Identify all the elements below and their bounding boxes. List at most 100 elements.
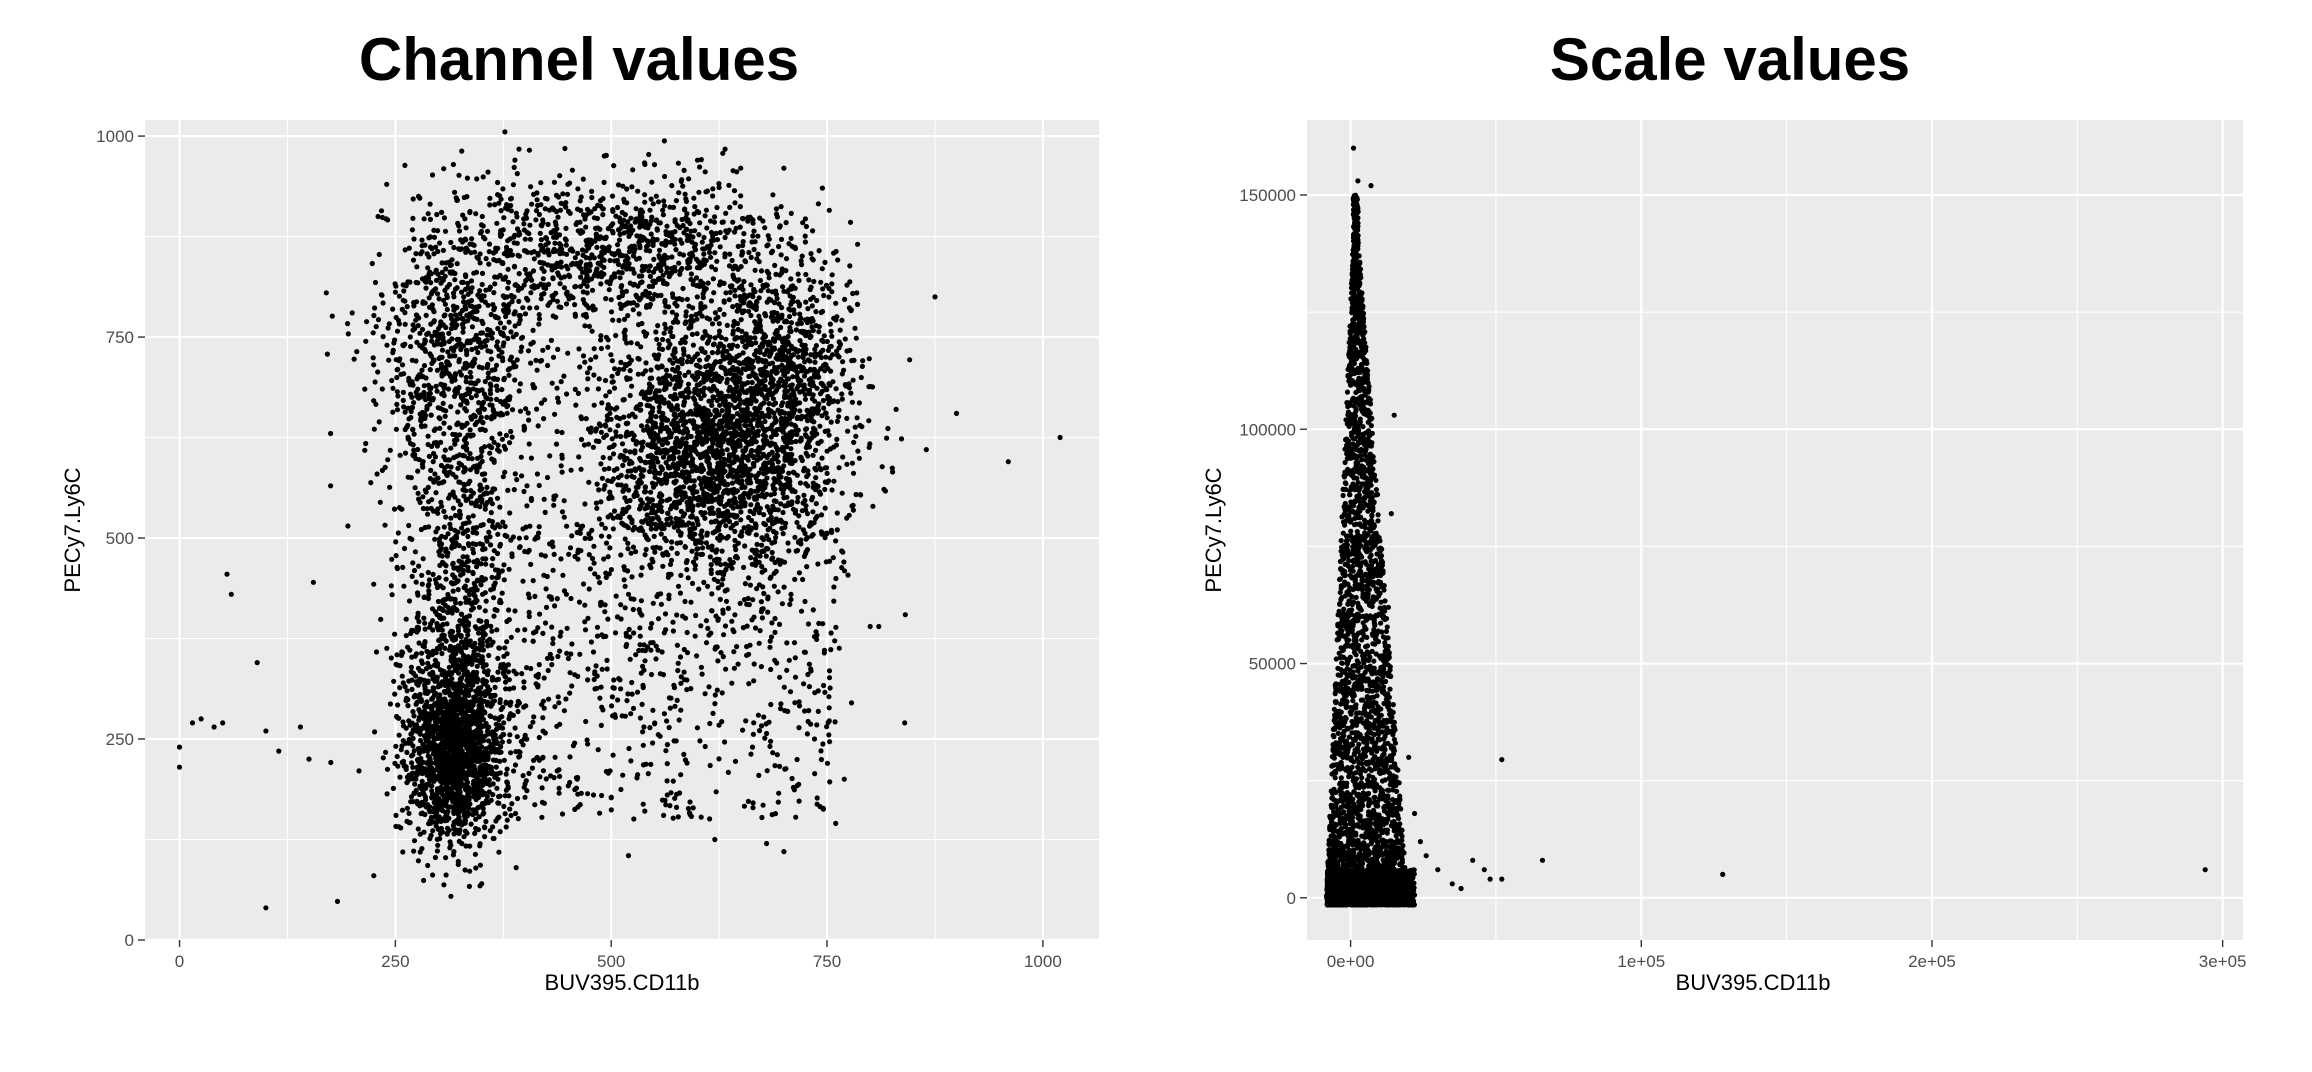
data-point [692, 204, 698, 210]
data-point [522, 236, 528, 242]
data-point [616, 269, 622, 275]
data-point [448, 630, 455, 636]
data-point [638, 210, 645, 216]
data-point [424, 648, 430, 654]
data-point [553, 314, 559, 320]
data-point [476, 630, 482, 636]
data-point [376, 251, 382, 258]
data-point [472, 421, 478, 428]
data-point [705, 280, 711, 286]
data-point [560, 250, 566, 256]
data-point [479, 640, 485, 646]
grid [145, 120, 1099, 942]
data-point [456, 543, 462, 549]
data-point [444, 825, 451, 831]
data-point [629, 519, 635, 526]
data-point [762, 225, 768, 231]
data-point [465, 527, 471, 533]
data-point [696, 189, 702, 195]
data-point [554, 385, 560, 391]
data-point [676, 190, 682, 196]
data-point [456, 479, 462, 485]
data-point [448, 893, 454, 899]
data-point [675, 160, 682, 166]
data-point [423, 785, 429, 791]
data-point [478, 790, 484, 797]
data-point [399, 362, 406, 368]
data-point [636, 311, 642, 317]
data-point [548, 337, 555, 343]
data-point [672, 241, 678, 247]
data-point [778, 204, 784, 210]
data-point [465, 318, 471, 324]
data-point [475, 559, 481, 565]
data-point [465, 622, 471, 628]
data-point [425, 569, 431, 576]
data-point [384, 766, 391, 772]
data-point [473, 825, 479, 832]
data-point [414, 681, 420, 687]
data-point [477, 843, 483, 849]
data-point [661, 138, 668, 144]
data-point [413, 579, 419, 585]
data-point [425, 733, 431, 739]
data-point [624, 200, 630, 206]
data-point [430, 571, 436, 578]
data-point [545, 362, 551, 369]
data-point [457, 749, 464, 755]
data-point [651, 256, 657, 262]
data-point [783, 256, 790, 262]
data-point [695, 282, 701, 288]
data-point [422, 337, 428, 343]
data-point [427, 269, 433, 275]
data-point [469, 236, 475, 242]
data-point [432, 329, 438, 335]
data-point [415, 729, 421, 735]
data-point [636, 356, 642, 362]
data-point [615, 204, 621, 211]
data-point [717, 596, 723, 603]
data-point [518, 454, 524, 460]
data-point [419, 799, 425, 806]
data-point [489, 574, 495, 581]
data-point [422, 423, 428, 429]
data-point [417, 737, 423, 744]
data-point [434, 645, 440, 652]
data-point [490, 792, 496, 798]
data-point [441, 715, 447, 722]
data-point [420, 669, 426, 675]
data-point [461, 294, 467, 300]
data-point [515, 252, 521, 258]
data-point [479, 387, 485, 393]
data-point [860, 358, 866, 364]
data-point [430, 733, 436, 739]
data-point [441, 524, 447, 530]
data-point [409, 730, 415, 737]
data-point [511, 487, 517, 493]
data-point [494, 274, 501, 280]
data-point [583, 302, 590, 308]
data-point [490, 486, 496, 492]
data-point [421, 877, 427, 884]
data-point [371, 312, 377, 319]
data-point [527, 305, 533, 311]
data-point [476, 464, 482, 470]
data-point [630, 282, 637, 288]
data-point [497, 645, 503, 651]
data-point [391, 678, 397, 684]
data-point [480, 546, 486, 553]
data-point [455, 733, 461, 739]
data-point [468, 821, 474, 827]
data-point [453, 391, 459, 397]
data-point [541, 268, 547, 274]
data-point [472, 830, 478, 837]
data-point [452, 353, 458, 359]
data-point [523, 295, 530, 301]
data-point [500, 358, 506, 364]
data-point [466, 883, 472, 890]
data-point [494, 396, 500, 402]
data-point [561, 285, 568, 291]
data-point [372, 729, 378, 735]
data-point [810, 228, 816, 234]
